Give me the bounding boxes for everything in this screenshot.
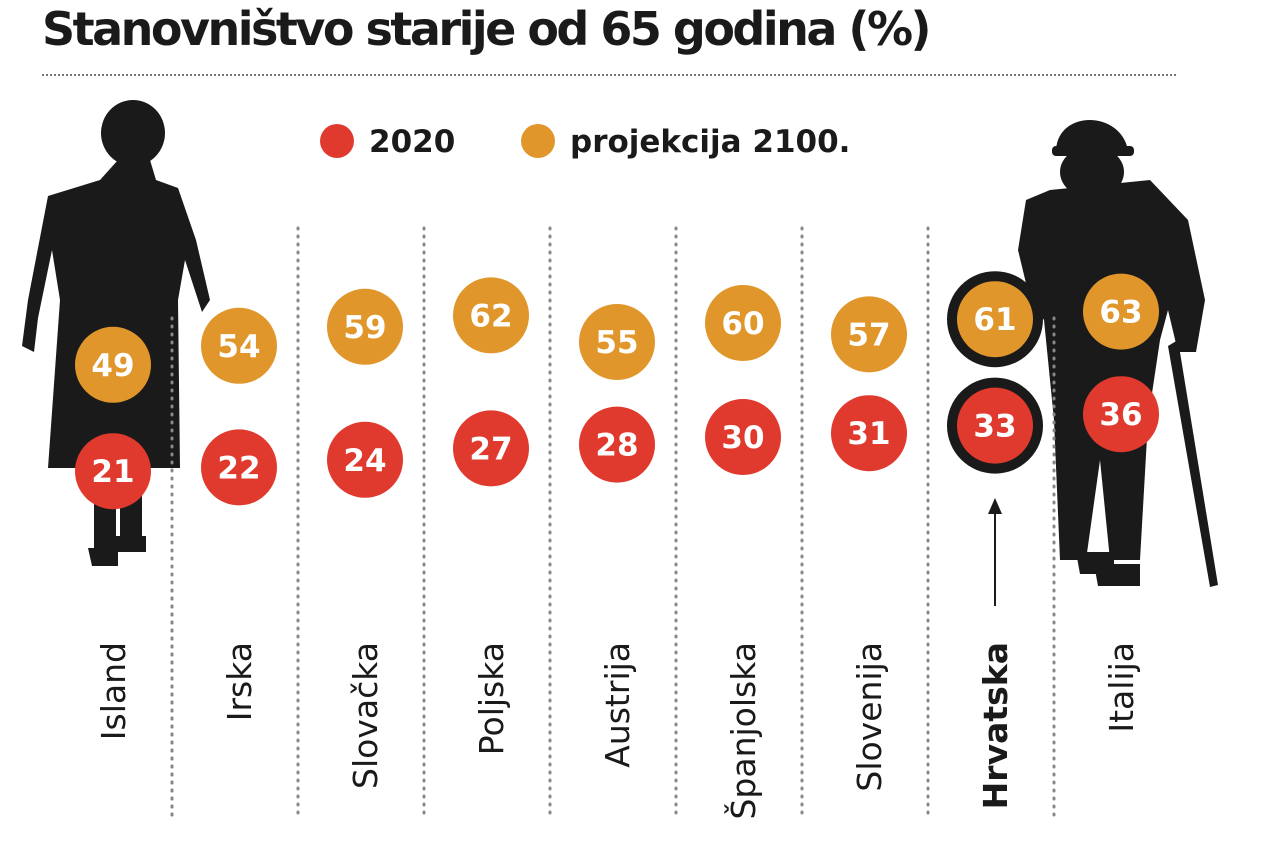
category-label: Španjolska: [723, 642, 763, 820]
data-label: 59: [343, 310, 386, 346]
category-label: Irska: [220, 642, 259, 721]
data-point: [579, 406, 655, 483]
data-label: 33: [973, 409, 1016, 445]
data-point: [327, 421, 403, 498]
legend-label: projekcija 2100.: [570, 124, 850, 160]
legend-marker-2100: [521, 124, 555, 158]
data-point: [75, 433, 151, 510]
data-point: [579, 304, 655, 380]
data-point: [1083, 273, 1159, 350]
elderly-woman-silhouette-icon: [22, 100, 210, 566]
data-label: 55: [595, 325, 638, 361]
data-label: 57: [847, 317, 890, 353]
title-divider: [42, 74, 1176, 76]
data-label: 30: [721, 420, 764, 456]
data-point: [201, 307, 277, 384]
legend-marker-2020: [320, 124, 354, 158]
arrow-head-icon: [988, 498, 1002, 514]
data-label: 27: [469, 431, 512, 467]
chart-title: Stanovništvo starije od 65 godina (%): [42, 2, 932, 56]
category-label: Austrija: [598, 642, 637, 768]
data-point: [201, 429, 277, 506]
data-point: [957, 281, 1033, 358]
category-label: Island: [94, 642, 133, 740]
data-point: [453, 277, 529, 354]
data-point: [705, 399, 781, 475]
data-label: 21: [91, 454, 134, 490]
data-point: [327, 288, 403, 365]
category-label: Italija: [1102, 642, 1141, 733]
data-point: [75, 326, 151, 403]
elderly-man-silhouette-icon: [1018, 120, 1218, 587]
data-point: [705, 285, 781, 361]
data-point: [957, 387, 1033, 464]
data-point: [831, 296, 907, 373]
category-label: Slovenija: [850, 642, 889, 792]
data-label: 28: [595, 428, 638, 464]
data-label: 61: [973, 302, 1016, 338]
data-label: 22: [217, 450, 260, 486]
category-label: Slovačka: [346, 642, 385, 789]
category-label: Hrvatska: [976, 642, 1015, 809]
data-label: 24: [343, 443, 386, 479]
legend-label: 2020: [369, 124, 455, 160]
data-label: 54: [217, 329, 260, 365]
data-label: 62: [469, 298, 512, 334]
data-label: 63: [1099, 295, 1142, 331]
data-label: 36: [1099, 397, 1142, 433]
data-label: 31: [847, 416, 890, 452]
data-point: [1083, 376, 1159, 453]
data-point: [831, 395, 907, 472]
category-label: Poljska: [472, 642, 511, 755]
data-label: 60: [721, 306, 764, 342]
data-point: [453, 410, 529, 487]
data-label: 49: [91, 348, 134, 384]
